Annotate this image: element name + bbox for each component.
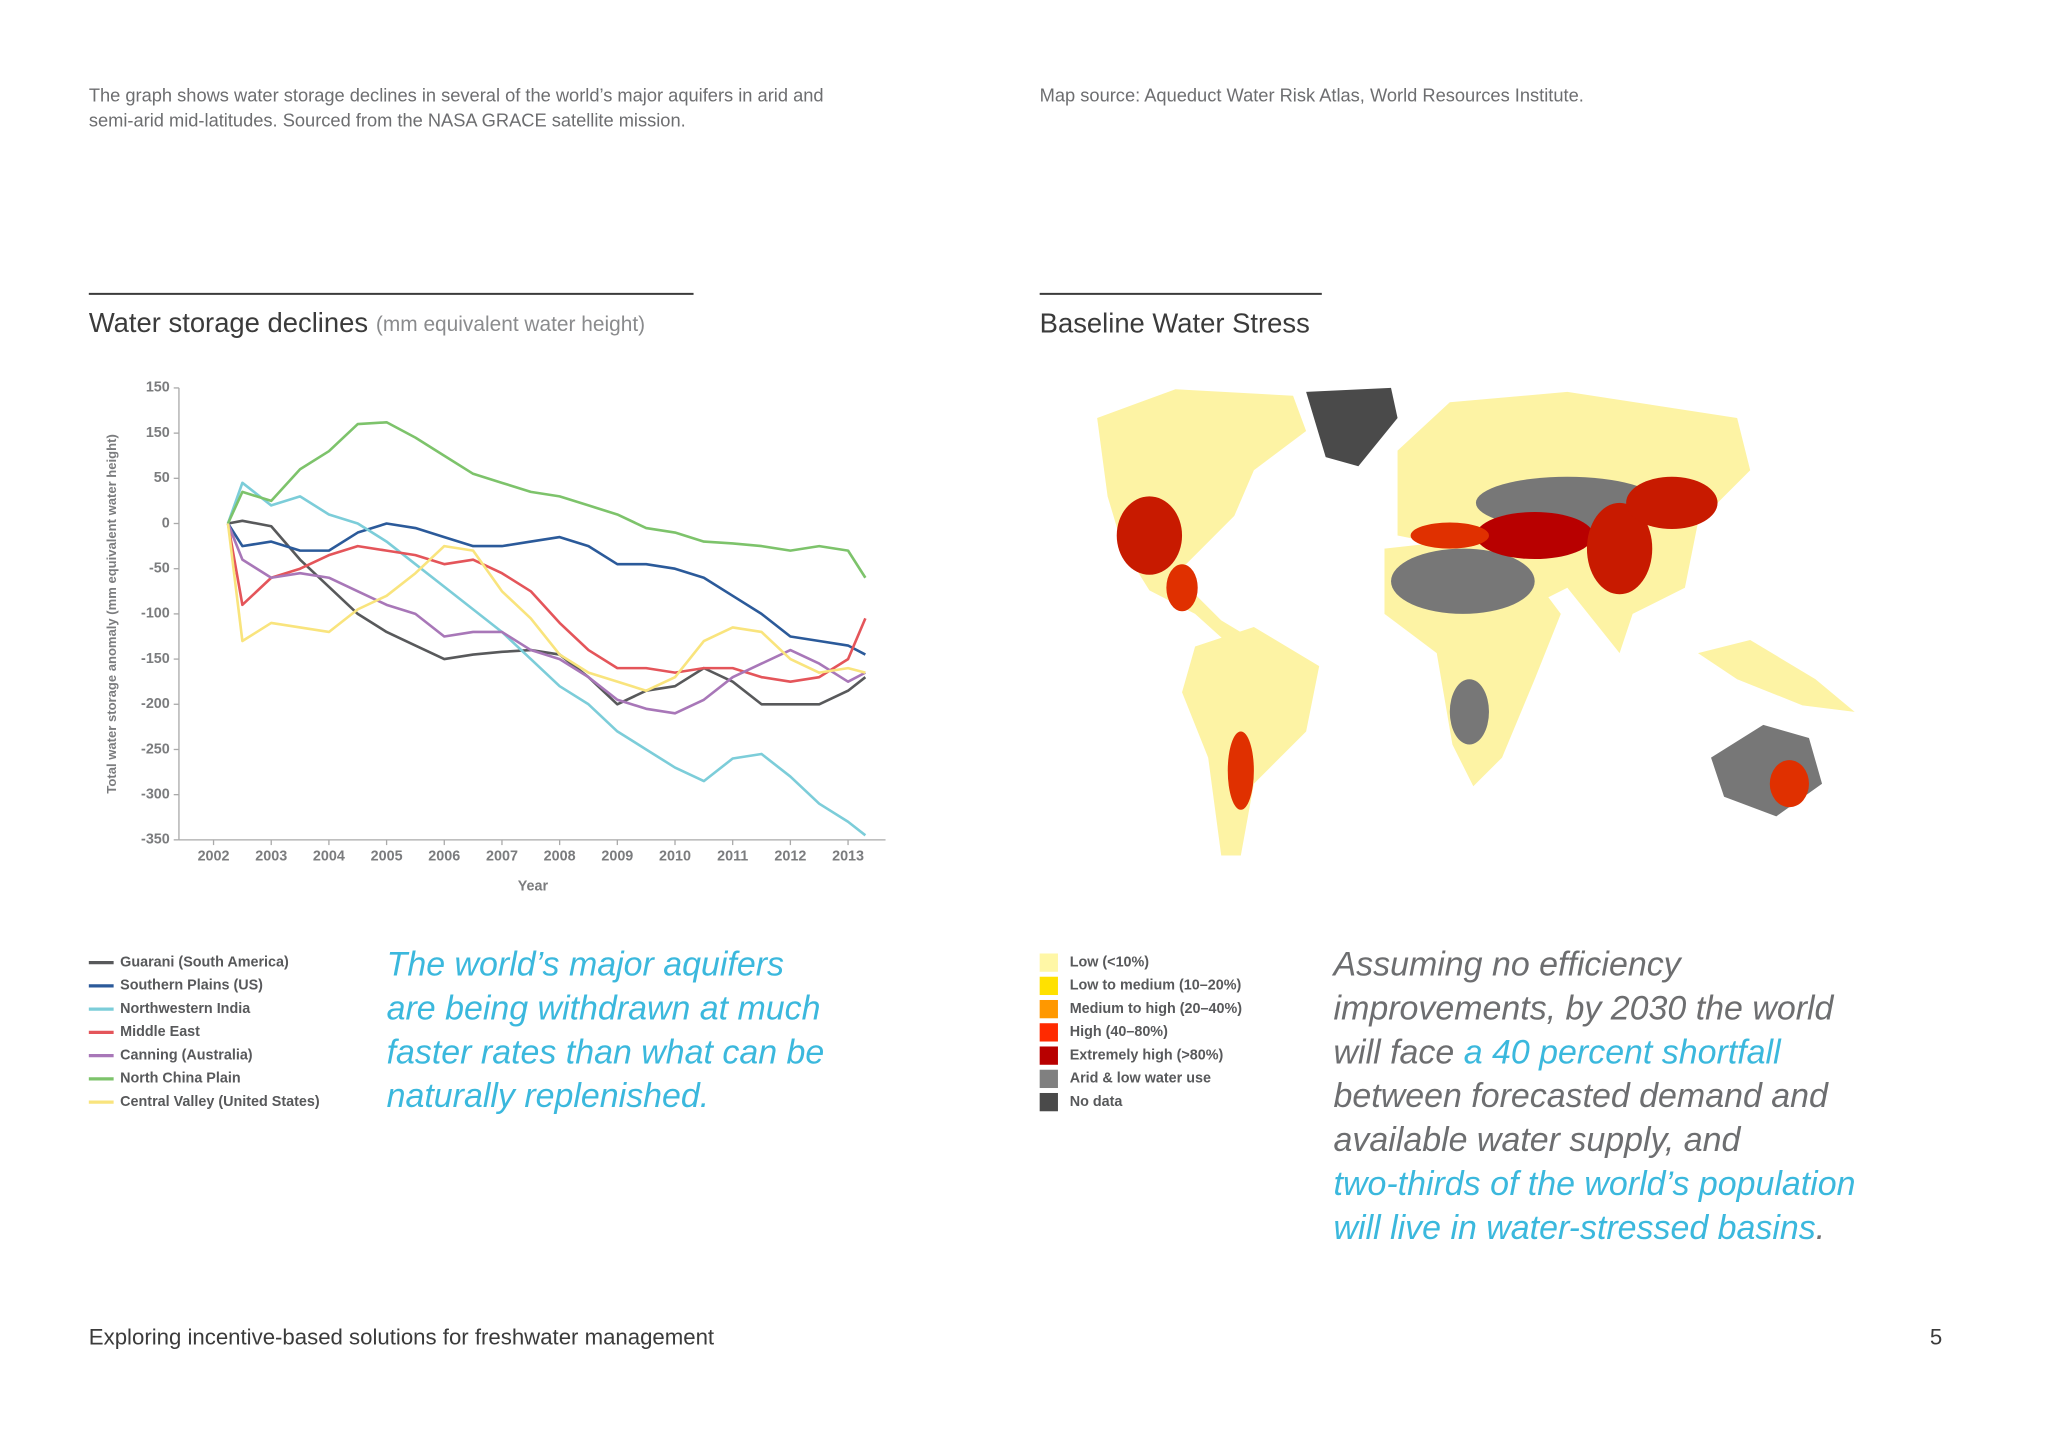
x-axis-label: Year bbox=[518, 879, 549, 895]
caption-left: The graph shows water storage declines i… bbox=[89, 84, 824, 105]
y-tick-label: 0 bbox=[162, 515, 170, 531]
x-tick-label: 2005 bbox=[371, 849, 403, 865]
stress-area bbox=[1475, 512, 1594, 560]
legend-label: Extremely high (>80%) bbox=[1070, 1047, 1224, 1063]
continent bbox=[1182, 626, 1320, 856]
footer: Exploring incentive-based solutions for … bbox=[89, 1325, 714, 1350]
legend-label: Guarani (South America) bbox=[120, 954, 289, 970]
legend-label: Low (<10%) bbox=[1070, 954, 1150, 970]
quote-segment: a 40 percent shortfall bbox=[1464, 1033, 1782, 1071]
legend-label: Medium to high (20–40%) bbox=[1070, 1001, 1243, 1017]
desert bbox=[1391, 548, 1535, 614]
quote-line: improvements, by 2030 the world bbox=[1334, 989, 1835, 1027]
series-line bbox=[226, 522, 866, 656]
y-tick-label: -150 bbox=[141, 651, 170, 667]
legend-swatch bbox=[1039, 1069, 1058, 1089]
x-tick-label: 2006 bbox=[428, 849, 460, 865]
legend-label: Arid & low water use bbox=[1070, 1071, 1211, 1087]
series-line bbox=[226, 481, 867, 837]
quote-segment: improvements, by 2030 the world bbox=[1334, 989, 1835, 1027]
y-tick-label: 150 bbox=[146, 380, 170, 396]
caption-right: Map source: Aqueduct Water Risk Atlas, W… bbox=[1040, 84, 1584, 105]
stress-area bbox=[1626, 476, 1718, 529]
quote-segment: Assuming no efficiency bbox=[1332, 946, 1683, 984]
stress-area bbox=[1586, 502, 1653, 595]
y-tick-label: 150 bbox=[146, 425, 170, 441]
y-tick-label: -100 bbox=[141, 606, 170, 622]
quote-line: will live in water-stressed basins. bbox=[1334, 1209, 1826, 1247]
legend-label: North China Plain bbox=[120, 1071, 240, 1087]
x-tick-label: 2008 bbox=[544, 849, 576, 865]
quote-line: faster rates than what can be bbox=[387, 1033, 825, 1071]
continent bbox=[1097, 389, 1307, 650]
quote-line: naturally replenished. bbox=[387, 1077, 710, 1115]
quote-segment: two-thirds of the world’s population bbox=[1334, 1165, 1856, 1203]
legend-swatch bbox=[1039, 999, 1058, 1019]
quote-line: available water supply, and bbox=[1334, 1121, 1742, 1159]
stress-area bbox=[1166, 564, 1198, 612]
series-line bbox=[226, 523, 867, 683]
quote-line: Assuming no efficiency bbox=[1332, 946, 1683, 984]
chart-subtitle: (mm equivalent water height) bbox=[376, 313, 645, 336]
chart-heading: Water storage declines (mm equivalent wat… bbox=[89, 307, 645, 338]
legend-label: No data bbox=[1070, 1094, 1124, 1110]
stress-area bbox=[1116, 496, 1183, 575]
x-tick-label: 2009 bbox=[601, 849, 633, 865]
series-line bbox=[226, 523, 866, 715]
stress-area bbox=[1227, 731, 1254, 810]
legend-label: Middle East bbox=[120, 1024, 200, 1040]
legend-label: Canning (Australia) bbox=[120, 1047, 253, 1063]
quote-segment: available water supply, and bbox=[1334, 1121, 1742, 1159]
x-tick-label: 2011 bbox=[717, 849, 748, 865]
quote-segment: . bbox=[1816, 1209, 1825, 1247]
stress-area bbox=[1769, 760, 1809, 808]
chart-title: Water storage declines bbox=[89, 307, 368, 338]
desert bbox=[1449, 679, 1489, 745]
quote-line: between forecasted demand and bbox=[1334, 1077, 1829, 1115]
x-tick-label: 2004 bbox=[313, 849, 345, 865]
legend-label: Low to medium (10–20%) bbox=[1070, 978, 1242, 994]
y-tick-label: -350 bbox=[141, 832, 170, 848]
quote-segment: will live in water-stressed basins bbox=[1334, 1209, 1816, 1247]
series-line bbox=[226, 523, 866, 693]
series-line bbox=[227, 519, 867, 706]
x-tick-label: 2013 bbox=[832, 849, 864, 865]
legend-label: Southern Plains (US) bbox=[120, 978, 263, 994]
y-tick-label: -50 bbox=[149, 560, 170, 576]
y-tick-label: -250 bbox=[141, 741, 170, 757]
x-tick-label: 2007 bbox=[486, 849, 518, 865]
map-title: Baseline Water Stress bbox=[1040, 307, 1310, 338]
legend-label: High (40–80%) bbox=[1070, 1024, 1168, 1040]
legend-label: Central Valley (United States) bbox=[120, 1094, 320, 1110]
x-tick-label: 2003 bbox=[255, 849, 287, 865]
quote-line: are being withdrawn at much bbox=[387, 989, 821, 1027]
series-line bbox=[226, 420, 867, 579]
caption-left: semi-arid mid-latitudes. Sourced from th… bbox=[89, 109, 686, 130]
y-tick-label: -300 bbox=[141, 786, 170, 802]
continent bbox=[1306, 387, 1398, 467]
y-axis-label: Total water storage anomaly (mm equivale… bbox=[104, 434, 119, 793]
page-number: 5 bbox=[1930, 1325, 1942, 1350]
x-tick-label: 2012 bbox=[774, 849, 806, 865]
x-tick-label: 2010 bbox=[659, 849, 691, 865]
legend-swatch bbox=[1039, 1046, 1058, 1065]
y-tick-label: 50 bbox=[154, 470, 170, 486]
world-map bbox=[1097, 387, 1855, 856]
islands bbox=[1697, 640, 1855, 712]
stress-area bbox=[1410, 522, 1489, 549]
legend-swatch bbox=[1039, 953, 1058, 972]
quote-line: two-thirds of the world’s population bbox=[1334, 1165, 1856, 1203]
quote-segment: between forecasted demand and bbox=[1334, 1077, 1829, 1115]
x-tick-label: 2002 bbox=[198, 849, 230, 865]
legend-swatch bbox=[1039, 976, 1058, 996]
legend-swatch bbox=[1039, 1023, 1058, 1042]
quote-segment: will face bbox=[1334, 1033, 1464, 1071]
legend-label: Northwestern India bbox=[120, 1001, 251, 1017]
quote-line: The world’s major aquifers bbox=[387, 946, 784, 984]
legend-swatch bbox=[1039, 1092, 1058, 1112]
y-tick-label: -200 bbox=[141, 696, 170, 712]
quote-line: will face a 40 percent shortfall bbox=[1334, 1033, 1783, 1071]
